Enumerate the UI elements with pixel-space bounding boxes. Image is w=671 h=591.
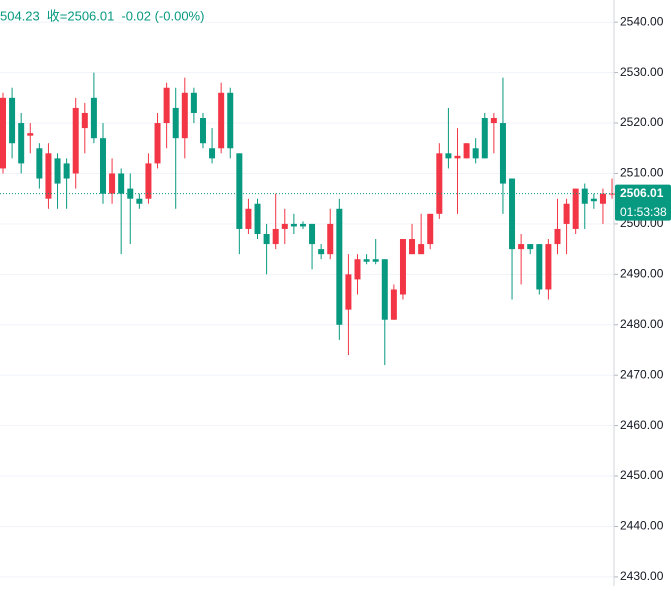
candle-body xyxy=(527,244,534,250)
candle-body xyxy=(81,112,88,129)
candle-body xyxy=(481,118,488,159)
candle-body xyxy=(18,123,25,164)
y-tick-label: 2470.00 xyxy=(620,367,664,381)
candle-body xyxy=(118,173,125,194)
ohlc-readout: 收=2506.01 xyxy=(47,8,115,23)
candle-body xyxy=(172,107,179,139)
candle-body xyxy=(218,92,225,149)
y-tick-label: 2520.00 xyxy=(620,115,664,129)
candle-body xyxy=(554,228,561,245)
candle-body xyxy=(299,223,306,227)
candle-body xyxy=(581,188,588,204)
candle-body xyxy=(463,143,470,159)
ohlc-readout: 504.23 xyxy=(0,8,40,23)
ohlc-readout: -0.02 (-0.00%) xyxy=(121,8,204,23)
candle-body xyxy=(145,163,152,199)
candle-body xyxy=(390,289,397,320)
candle-body xyxy=(72,107,79,174)
candle-body xyxy=(181,92,188,139)
candle-body xyxy=(281,223,288,229)
last-price-box xyxy=(615,184,671,221)
candle-body xyxy=(436,153,443,214)
candle-body xyxy=(354,259,361,280)
candle-body xyxy=(599,193,606,204)
y-tick-label: 2460.00 xyxy=(620,418,664,432)
last-price-label: 2506.01 xyxy=(620,186,664,200)
candle-body xyxy=(245,208,252,229)
candle-body xyxy=(199,118,206,144)
candle-body xyxy=(209,148,216,159)
y-tick-label: 2510.00 xyxy=(620,166,664,180)
candle-body xyxy=(572,188,579,229)
y-tick-label: 2440.00 xyxy=(620,519,664,533)
candle-body xyxy=(190,92,197,113)
y-tick-label: 2490.00 xyxy=(620,267,664,281)
y-tick-label: 2430.00 xyxy=(620,569,664,583)
candle-body xyxy=(327,223,334,255)
y-tick-label: 2540.00 xyxy=(620,14,664,28)
candle-body xyxy=(345,274,352,310)
candle-body xyxy=(36,148,43,179)
candle-body xyxy=(309,223,316,245)
candle-body xyxy=(9,97,16,144)
y-tick-label: 2530.00 xyxy=(620,65,664,79)
candle-body xyxy=(472,148,479,159)
countdown: 01:53:38 xyxy=(620,205,667,219)
candle-body xyxy=(136,198,143,204)
candle-body xyxy=(45,153,52,199)
candle-body xyxy=(54,158,61,184)
candle-body xyxy=(518,244,525,250)
candle-body xyxy=(381,259,388,320)
candle-body xyxy=(545,244,552,290)
candle-body xyxy=(590,198,597,202)
y-tick-label: 2480.00 xyxy=(620,317,664,331)
candle-body xyxy=(499,123,506,184)
candle-body xyxy=(445,153,452,159)
candle-body xyxy=(127,188,134,199)
candle-body xyxy=(254,203,261,234)
candle-body xyxy=(490,118,497,124)
candle-body xyxy=(563,203,570,224)
candle-body xyxy=(318,249,325,255)
candle-body xyxy=(227,92,234,149)
candle-body xyxy=(509,178,516,250)
candle-body xyxy=(63,163,70,179)
candle-body xyxy=(163,87,170,124)
candle-body xyxy=(418,244,425,255)
candle-body xyxy=(336,208,343,325)
candle-body xyxy=(399,239,406,295)
candle-body xyxy=(263,233,270,245)
candle-body xyxy=(99,138,106,194)
candle-body xyxy=(27,133,34,136)
candle-body xyxy=(236,153,243,229)
candle-body xyxy=(372,259,379,262)
candle-body xyxy=(363,259,370,262)
candle-body xyxy=(154,123,161,164)
candle-body xyxy=(290,223,297,227)
candle-body xyxy=(409,239,416,255)
candle-body xyxy=(109,173,116,194)
candle-body xyxy=(0,97,6,169)
y-tick-label: 2450.00 xyxy=(620,468,664,482)
candle-body xyxy=(90,97,97,139)
candle-body xyxy=(454,155,461,159)
candle-body xyxy=(427,213,434,245)
candle-body xyxy=(536,244,543,290)
candle-body xyxy=(272,228,279,245)
